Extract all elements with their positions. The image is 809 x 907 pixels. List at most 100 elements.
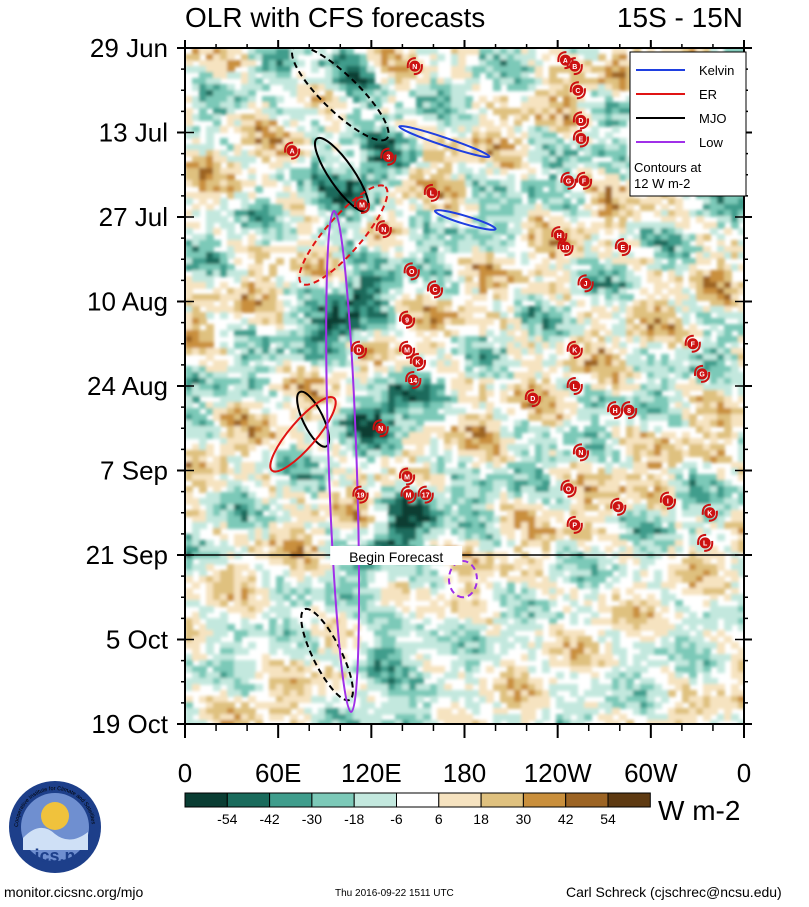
olr-cell	[654, 438, 662, 445]
olr-cell	[640, 204, 648, 211]
olr-cell	[710, 252, 718, 259]
olr-cell	[689, 270, 697, 277]
olr-cell	[724, 354, 732, 361]
olr-cell	[192, 162, 200, 169]
olr-cell	[479, 186, 487, 193]
olr-cell	[598, 360, 606, 367]
olr-cell	[640, 222, 648, 229]
olr-cell	[339, 222, 347, 229]
olr-cell	[248, 180, 256, 187]
olr-cell	[598, 306, 606, 313]
olr-cell	[675, 234, 683, 241]
olr-cell	[703, 288, 711, 295]
olr-cell	[458, 432, 466, 439]
olr-cell	[430, 480, 438, 487]
olr-cell	[612, 204, 620, 211]
olr-cell	[430, 318, 438, 325]
olr-cell	[332, 102, 340, 109]
olr-cell	[437, 468, 445, 475]
olr-cell	[304, 192, 312, 199]
olr-cell	[185, 306, 193, 313]
olr-cell	[332, 504, 340, 511]
olr-cell	[318, 390, 326, 397]
olr-cell	[493, 60, 501, 67]
olr-cell	[388, 528, 396, 535]
olr-cell	[717, 516, 725, 523]
olr-cell	[332, 390, 340, 397]
olr-cell	[647, 414, 655, 421]
olr-cell	[500, 150, 508, 157]
olr-cell	[192, 132, 200, 139]
olr-cell	[584, 396, 592, 403]
olr-cell	[339, 510, 347, 517]
olr-cell	[696, 450, 704, 457]
olr-cell	[486, 192, 494, 199]
olr-cell	[528, 168, 536, 175]
olr-cell	[388, 402, 396, 409]
olr-cell	[542, 126, 550, 133]
olr-cell	[283, 300, 291, 307]
olr-cell	[318, 252, 326, 259]
olr-cell	[500, 72, 508, 79]
olr-cell	[234, 144, 242, 151]
olr-cell	[290, 426, 298, 433]
olr-cell	[556, 456, 564, 463]
olr-cell	[549, 270, 557, 277]
olr-cell	[353, 138, 361, 145]
olr-cell	[185, 378, 193, 385]
olr-cell	[668, 396, 676, 403]
olr-cell	[507, 270, 515, 277]
olr-cell	[465, 486, 473, 493]
olr-cell	[479, 414, 487, 421]
olr-cell	[458, 426, 466, 433]
olr-cell	[647, 234, 655, 241]
olr-cell	[528, 288, 536, 295]
olr-cell	[577, 438, 585, 445]
olr-cell	[682, 246, 690, 253]
olr-cell	[626, 492, 634, 499]
olr-cell	[332, 186, 340, 193]
olr-cell	[395, 516, 403, 523]
olr-cell	[360, 102, 368, 109]
olr-cell	[416, 324, 424, 331]
olr-cell	[416, 174, 424, 181]
olr-cell	[276, 144, 284, 151]
olr-cell	[339, 318, 347, 325]
olr-cell	[199, 390, 207, 397]
olr-cell	[654, 210, 662, 217]
olr-cell	[360, 432, 368, 439]
olr-cell	[591, 222, 599, 229]
olr-cell	[297, 204, 305, 211]
olr-cell	[248, 72, 256, 79]
olr-cell	[423, 156, 431, 163]
olr-cell	[528, 252, 536, 259]
olr-cell	[689, 504, 697, 511]
olr-cell	[255, 522, 263, 529]
olr-cell	[388, 144, 396, 151]
olr-cell	[591, 132, 599, 139]
olr-cell	[633, 390, 641, 397]
olr-cell	[297, 150, 305, 157]
olr-cell	[605, 348, 613, 355]
olr-cell	[710, 228, 718, 235]
olr-cell	[430, 360, 438, 367]
olr-cell	[458, 486, 466, 493]
olr-cell	[612, 222, 620, 229]
olr-cell	[682, 318, 690, 325]
olr-cell	[402, 360, 410, 367]
olr-cell	[437, 228, 445, 235]
olr-cell	[675, 360, 683, 367]
olr-cell	[619, 264, 627, 271]
olr-cell	[472, 528, 480, 535]
olr-cell	[248, 390, 256, 397]
olr-cell	[381, 114, 389, 121]
olr-cell	[395, 84, 403, 91]
olr-cell	[234, 498, 242, 505]
olr-cell	[668, 306, 676, 313]
olr-cell	[248, 402, 256, 409]
olr-cell	[514, 300, 522, 307]
olr-cell	[689, 294, 697, 301]
olr-cell	[738, 306, 744, 313]
olr-cell	[542, 270, 550, 277]
olr-cell	[556, 120, 564, 127]
